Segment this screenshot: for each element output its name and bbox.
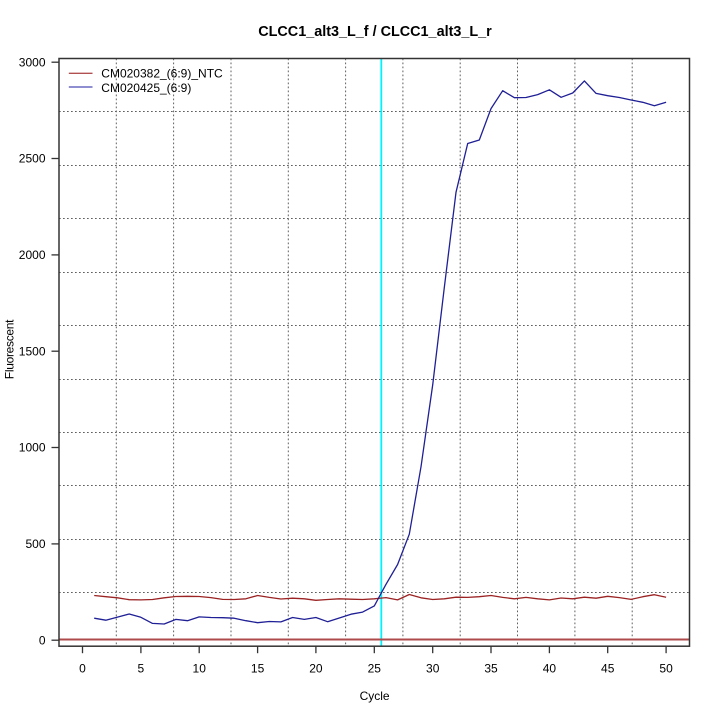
svg-text:CM020425_(6:9): CM020425_(6:9) [101,81,191,95]
svg-text:50: 50 [659,661,673,675]
svg-text:CM020382_(6:9)_NTC: CM020382_(6:9)_NTC [101,66,223,80]
svg-text:2000: 2000 [19,248,46,262]
svg-text:Fluorescent: Fluorescent [3,319,17,379]
svg-text:3000: 3000 [19,55,46,69]
svg-text:30: 30 [426,661,440,675]
svg-text:10: 10 [193,661,207,675]
svg-text:40: 40 [543,661,557,675]
svg-text:0: 0 [79,661,86,675]
svg-text:20: 20 [309,661,323,675]
svg-text:500: 500 [25,537,45,551]
svg-text:45: 45 [601,661,615,675]
svg-text:1500: 1500 [19,344,46,358]
svg-text:CLCC1_alt3_L_f / CLCC1_alt3_L_: CLCC1_alt3_L_f / CLCC1_alt3_L_r [258,24,492,40]
svg-text:25: 25 [368,661,382,675]
svg-text:15: 15 [251,661,265,675]
svg-text:0: 0 [39,633,46,647]
svg-text:Cycle: Cycle [360,689,390,703]
svg-text:1000: 1000 [19,441,46,455]
svg-text:2500: 2500 [19,152,46,166]
svg-text:5: 5 [138,661,145,675]
svg-text:35: 35 [484,661,498,675]
